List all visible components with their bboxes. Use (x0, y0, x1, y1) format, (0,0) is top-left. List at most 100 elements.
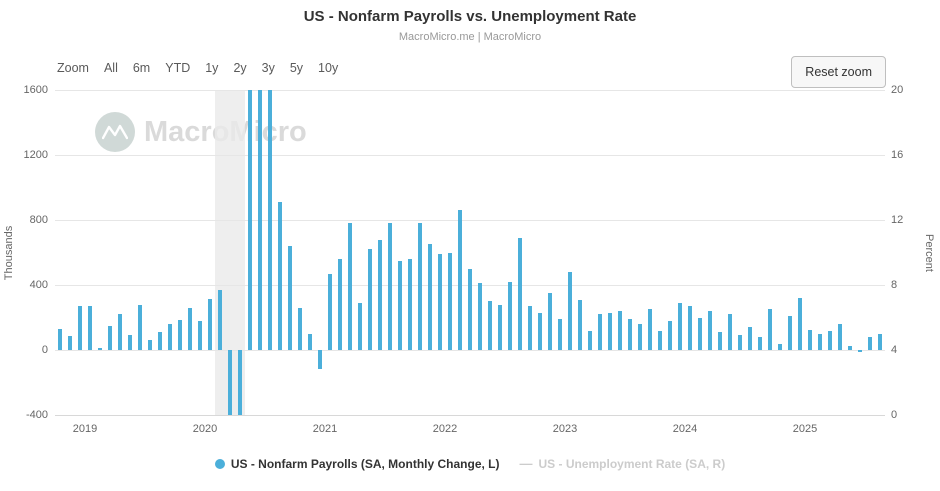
legend-item-nonfarm-payrolls[interactable]: US - Nonfarm Payrolls (SA, Monthly Chang… (214, 457, 500, 471)
bar[interactable] (468, 268, 472, 350)
bar[interactable] (508, 281, 512, 351)
bar[interactable] (158, 332, 162, 350)
bar[interactable] (408, 259, 412, 350)
bar[interactable] (478, 283, 482, 350)
bar[interactable] (488, 301, 492, 351)
bar[interactable] (748, 327, 752, 351)
bar[interactable] (288, 246, 292, 350)
bar[interactable] (728, 314, 732, 350)
bar[interactable] (688, 306, 692, 350)
zoom-option-2y[interactable]: 2y (233, 61, 247, 75)
bar[interactable] (138, 304, 142, 350)
bar[interactable] (168, 324, 172, 350)
bar[interactable] (188, 307, 192, 351)
bar[interactable] (338, 259, 342, 350)
zoom-option-6m[interactable]: 6m (132, 61, 151, 75)
bar[interactable] (548, 293, 552, 350)
plot-area[interactable]: MacroMicro (55, 90, 885, 416)
bar[interactable] (658, 330, 662, 350)
gridline (55, 90, 885, 91)
bar[interactable] (538, 312, 542, 350)
bar[interactable] (648, 309, 652, 350)
bar[interactable] (78, 306, 82, 350)
bar[interactable] (178, 319, 182, 350)
bar[interactable] (208, 298, 212, 350)
bar[interactable] (438, 254, 442, 350)
bar[interactable] (118, 314, 122, 350)
bar[interactable] (388, 223, 392, 351)
zoom-option-3y[interactable]: 3y (261, 61, 275, 75)
bar[interactable] (698, 317, 702, 350)
bar[interactable] (788, 315, 792, 350)
legend-item-unemployment-rate[interactable]: — US - Unemployment Rate (SA, R) (520, 456, 726, 471)
bar[interactable] (318, 350, 322, 369)
bar[interactable] (588, 330, 592, 350)
bar[interactable] (108, 325, 112, 350)
bar[interactable] (358, 302, 362, 350)
bar[interactable] (398, 260, 402, 350)
bar[interactable] (738, 335, 742, 350)
bar[interactable] (758, 337, 762, 350)
bar[interactable] (848, 345, 852, 350)
bar[interactable] (558, 319, 562, 350)
bar[interactable] (878, 333, 882, 351)
bar[interactable] (58, 328, 62, 350)
bar[interactable] (568, 272, 572, 350)
legend-label: US - Unemployment Rate (SA, R) (538, 456, 726, 471)
bar[interactable] (718, 332, 722, 350)
zoom-option-ytd[interactable]: YTD (165, 61, 191, 75)
bar[interactable] (668, 320, 672, 351)
bar[interactable] (248, 90, 252, 350)
zoom-option-5y[interactable]: 5y (289, 61, 304, 75)
bar[interactable] (218, 289, 222, 350)
bar[interactable] (268, 90, 272, 350)
bar[interactable] (598, 314, 602, 350)
bar[interactable] (498, 304, 502, 350)
left-axis-tick-label: 0 (41, 344, 48, 356)
gridline (55, 415, 885, 416)
bar[interactable] (708, 311, 712, 350)
bar[interactable] (578, 299, 582, 350)
bar[interactable] (838, 324, 842, 350)
bar[interactable] (518, 237, 522, 350)
bar[interactable] (448, 252, 452, 350)
bar[interactable] (778, 343, 782, 350)
bar[interactable] (828, 330, 832, 350)
bar[interactable] (418, 223, 422, 351)
bar[interactable] (818, 333, 822, 351)
zoom-option-all[interactable]: All (103, 61, 118, 75)
bar[interactable] (308, 333, 312, 351)
bar[interactable] (228, 350, 232, 415)
bar[interactable] (348, 223, 352, 351)
bar[interactable] (128, 335, 132, 350)
bar[interactable] (148, 340, 152, 351)
bar[interactable] (458, 210, 462, 351)
bar[interactable] (238, 350, 242, 415)
bar[interactable] (378, 239, 382, 350)
bar[interactable] (68, 336, 72, 350)
zoom-option-1y[interactable]: 1y (205, 61, 219, 75)
bar[interactable] (88, 306, 92, 350)
bar[interactable] (868, 337, 872, 350)
left-axis-tick-label: 1200 (23, 149, 48, 161)
bar[interactable] (258, 90, 262, 350)
bar[interactable] (808, 329, 812, 350)
bar[interactable] (608, 312, 612, 350)
bar[interactable] (428, 244, 432, 350)
bar[interactable] (618, 311, 622, 350)
bar[interactable] (98, 348, 102, 350)
bar[interactable] (628, 319, 632, 350)
bar[interactable] (638, 324, 642, 350)
bar[interactable] (298, 307, 302, 351)
bar[interactable] (768, 309, 772, 350)
bar[interactable] (798, 298, 802, 350)
reset-zoom-button[interactable]: Reset zoom (791, 56, 886, 88)
bar[interactable] (528, 306, 532, 350)
zoom-option-10y[interactable]: 10y (318, 61, 339, 75)
bar[interactable] (278, 202, 282, 350)
bar[interactable] (678, 302, 682, 350)
bar[interactable] (368, 249, 372, 351)
bar[interactable] (858, 350, 862, 353)
bar[interactable] (198, 320, 202, 351)
bar[interactable] (328, 273, 332, 350)
